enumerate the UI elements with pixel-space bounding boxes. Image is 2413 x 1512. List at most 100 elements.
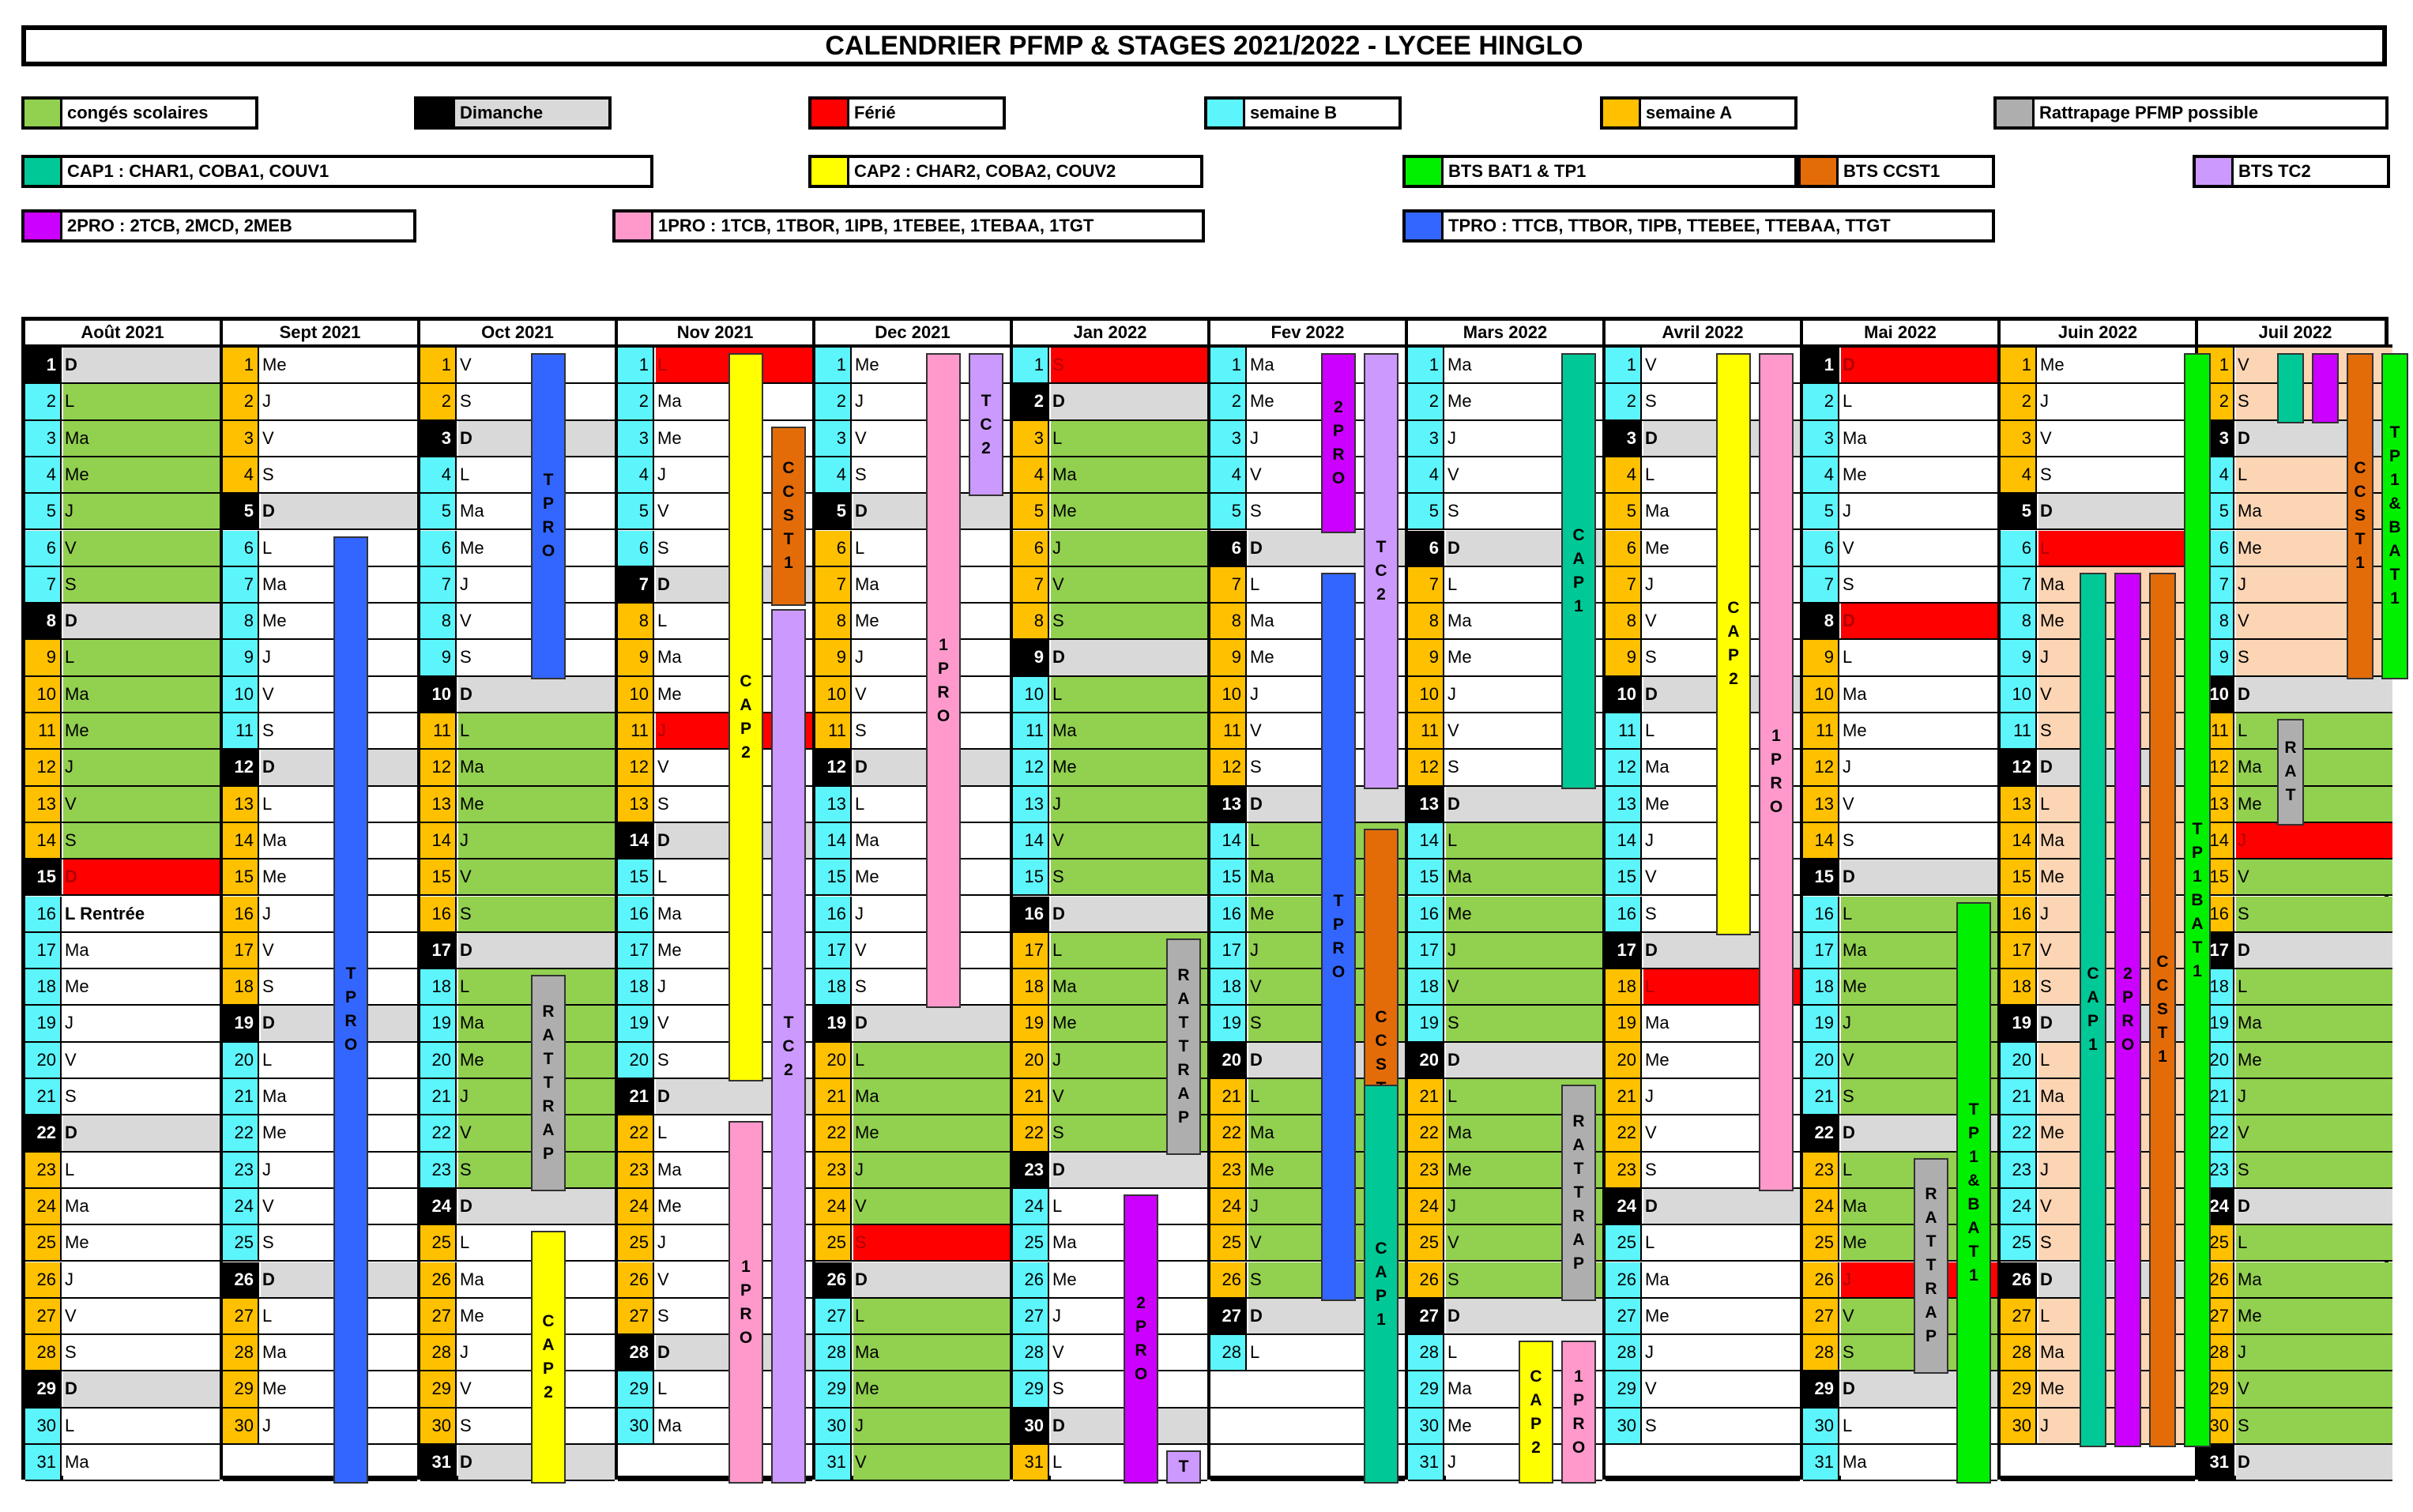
day-fill — [1841, 494, 1997, 529]
day-row: 13 Me — [420, 786, 615, 823]
day-number: 15 — [1210, 859, 1247, 895]
day-number: 2 — [420, 384, 457, 419]
day-row: 25 V — [1408, 1225, 1602, 1262]
day-fill — [1643, 1188, 1800, 1224]
day-number: 19 — [223, 1006, 259, 1041]
bar-label: 1 P R O — [936, 635, 951, 725]
pfmp-period-bar: C A P 2 — [531, 1231, 566, 1484]
day-number: 22 — [1803, 1115, 1839, 1151]
day-number: 26 — [420, 1262, 457, 1297]
day-number: 20 — [2001, 1042, 2037, 1078]
day-name: S — [1645, 903, 1657, 923]
day-number: 18 — [1013, 969, 1049, 1005]
legend-item: Dimanche — [414, 96, 612, 130]
day-name: D — [2238, 427, 2250, 448]
day-fill — [2236, 676, 2392, 712]
day-number: 25 — [1606, 1225, 1642, 1261]
day-number: 23 — [1210, 1152, 1247, 1187]
day-number: 11 — [815, 713, 852, 749]
day-name: Ma — [855, 1342, 879, 1363]
day-number: 26 — [1606, 1262, 1642, 1297]
day-name: Me — [2040, 611, 2065, 631]
day-fill — [1446, 932, 1602, 969]
day-name: S — [460, 1159, 472, 1179]
day-name: Ma — [1843, 1452, 1867, 1472]
day-number: 29 — [2001, 1371, 2037, 1407]
day-name: V — [2238, 1123, 2249, 1143]
day-row: 28 J — [2198, 1335, 2392, 1372]
day-name: L — [1843, 647, 1853, 668]
bar-label: C A P 2 — [740, 672, 752, 762]
day-number: 16 — [1606, 896, 1642, 931]
day-name: L — [855, 1305, 865, 1326]
day-name: Me — [2040, 355, 2065, 374]
day-fill — [261, 348, 417, 383]
day-row: 2 Ma — [618, 384, 812, 421]
day-row: 29 Me — [223, 1371, 417, 1409]
day-name: Ma — [1250, 867, 1274, 887]
day-number: 21 — [1013, 1079, 1049, 1115]
day-row: 14 J — [2198, 822, 2392, 860]
day-number: 6 — [223, 530, 259, 566]
pfmp-period-bar: 1 P R O — [728, 1121, 763, 1484]
day-number: 1 — [1013, 348, 1049, 383]
day-number: 25 — [618, 1225, 654, 1261]
day-fill — [63, 1079, 220, 1115]
day-name: V — [1250, 976, 1262, 997]
day-fill — [458, 676, 615, 712]
day-name: J — [2238, 1342, 2246, 1363]
day-number: 19 — [1803, 1006, 1839, 1041]
day-name: Ma — [1447, 1123, 1472, 1143]
day-row: 18 L — [420, 969, 615, 1006]
day-row: 26 Ma — [2198, 1262, 2392, 1299]
day-name: J — [262, 1159, 271, 1179]
day-name: Ma — [1645, 501, 1670, 521]
day-name: J — [65, 501, 73, 521]
day-row: 23 J — [223, 1152, 417, 1189]
day-fill — [2236, 969, 2392, 1005]
day-row: 13 D — [1210, 786, 1405, 823]
day-name: L — [1250, 1342, 1260, 1363]
day-name: Me — [1843, 1232, 1867, 1253]
day-fill — [63, 786, 220, 822]
day-name: D — [1052, 1159, 1065, 1179]
legend-swatch — [417, 100, 455, 126]
day-name: S — [2040, 720, 2052, 740]
day-number: 12 — [25, 750, 62, 785]
day-name: J — [855, 647, 864, 668]
day-name: Me — [1052, 757, 1077, 777]
day-fill — [2236, 1225, 2392, 1261]
day-number: 31 — [815, 1445, 852, 1480]
day-number: 13 — [223, 786, 259, 822]
day-name: D — [460, 683, 472, 704]
day-number: 24 — [1606, 1188, 1642, 1224]
day-name: Me — [1645, 1305, 1670, 1326]
day-row: 21 S — [25, 1079, 220, 1116]
day-number: 14 — [1210, 822, 1247, 859]
day-row: 13 D — [1408, 786, 1602, 823]
day-name: J — [460, 1342, 469, 1363]
day-fill — [261, 457, 417, 493]
legend-item: Rattrapage PFMP possible — [1993, 96, 2389, 130]
day-name: V — [1052, 829, 1064, 850]
bar-label: C A P 1 — [1375, 1239, 1387, 1329]
day-fill — [1643, 1298, 1800, 1334]
day-name: Me — [65, 976, 89, 997]
day-name: S — [262, 1232, 274, 1253]
day-name: L — [1645, 1232, 1655, 1253]
pfmp-period-bar: C C S T 1 — [2347, 353, 2373, 679]
day-name: D — [1645, 939, 1658, 960]
day-name: L — [460, 976, 470, 997]
day-fill — [1051, 530, 1207, 566]
day-number: 29 — [420, 1371, 457, 1407]
legend-label: congés scolaires — [67, 103, 209, 122]
day-name: D — [1843, 867, 1855, 887]
bar-label: C C S T 1 — [2354, 459, 2366, 573]
day-name: Ma — [1843, 1195, 1867, 1216]
pfmp-period-bar: C C S T 1 — [2149, 572, 2176, 1447]
day-name: Ma — [2040, 1342, 2065, 1363]
day-number: 25 — [1803, 1225, 1839, 1261]
